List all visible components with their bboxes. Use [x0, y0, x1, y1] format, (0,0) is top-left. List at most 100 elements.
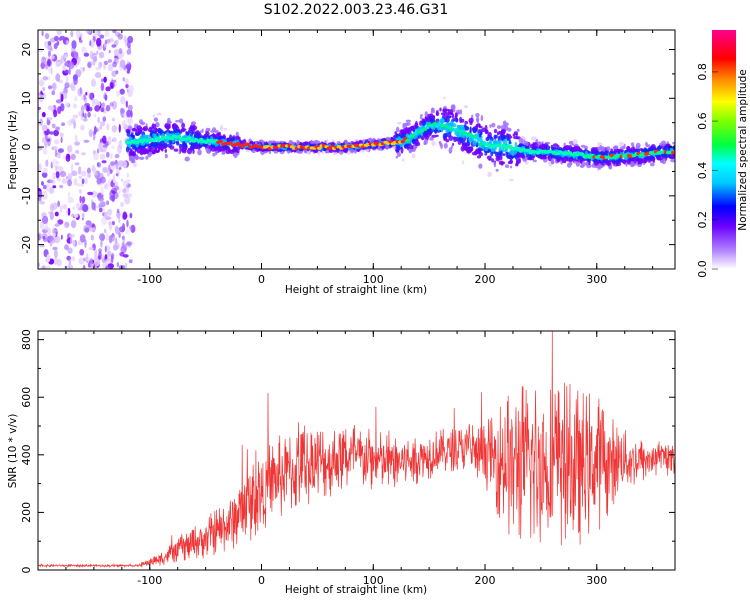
noise-blob: [101, 160, 107, 164]
signal-core: [671, 151, 675, 155]
noise-blob: [108, 63, 114, 72]
signal-blob: [178, 118, 184, 124]
signal-blob: [336, 141, 341, 145]
noise-blob: [55, 165, 58, 172]
signal-blob: [457, 140, 462, 146]
signal-blob: [459, 134, 463, 138]
signal-blob: [476, 118, 479, 124]
noise-blob: [41, 30, 44, 36]
signal-blob: [296, 140, 300, 145]
signal-blob: [189, 126, 192, 130]
noise-blob: [45, 265, 51, 269]
signal-blob: [439, 107, 442, 112]
noise-blob: [121, 235, 125, 240]
signal-blob: [455, 117, 459, 123]
signal-blob: [561, 157, 567, 163]
noise-blob: [103, 63, 106, 70]
signal-blob: [649, 146, 653, 152]
noise-blob: [104, 94, 108, 101]
noise-blob: [79, 195, 82, 203]
colorbar: 0.0 0.2 0.4 0.6 0.8 Normalized spectral ampl…: [696, 30, 749, 278]
noise-blob: [92, 56, 97, 62]
signal-blob: [385, 144, 390, 150]
signal-blob: [445, 139, 450, 143]
signal-blob: [271, 140, 277, 144]
signal-blob: [468, 138, 472, 143]
signal-blob: [288, 139, 293, 146]
noise-blob: [79, 249, 85, 256]
noise-blob: [42, 87, 46, 91]
noise-blob: [111, 125, 118, 133]
noise-blob: [67, 207, 71, 216]
signal-blob: [475, 124, 478, 128]
signal-blob: [136, 125, 142, 130]
noise-blob: [91, 78, 96, 88]
noise-blob: [87, 173, 92, 178]
signal-blob: [174, 124, 179, 129]
noise-blob: [108, 49, 111, 54]
noise-blob: [52, 172, 57, 180]
signal-core: [476, 138, 482, 142]
noise-blob: [121, 222, 126, 232]
noise-blob: [63, 53, 68, 59]
signal-blob: [412, 129, 416, 133]
noise-blob: [113, 185, 120, 191]
noise-blob: [102, 167, 109, 173]
signal-blob: [245, 149, 250, 153]
signal-blob: [205, 147, 210, 153]
signal-core: [526, 148, 531, 152]
noise-blob: [74, 95, 78, 102]
signal-blob: [179, 147, 182, 153]
noise-blob: [109, 81, 115, 89]
signal-blob: [201, 128, 204, 133]
noise-blob: [62, 66, 67, 71]
noise-blob: [65, 101, 69, 108]
signal-blob: [469, 127, 472, 134]
signal-blob: [231, 149, 234, 153]
noise-blob: [52, 83, 56, 89]
signal-blob: [187, 130, 190, 135]
signal-core: [199, 137, 204, 142]
noise-blob: [70, 237, 73, 244]
noise-blob: [96, 148, 100, 154]
noise-blob: [93, 258, 101, 267]
signal-blob: [401, 158, 405, 162]
signal-blob: [145, 155, 149, 160]
signal-blob: [403, 122, 409, 127]
noise-blob: [42, 137, 45, 144]
signal-blob: [423, 138, 428, 145]
noise-blob: [96, 105, 100, 109]
noise-blob: [117, 160, 125, 168]
noise-blob: [40, 62, 46, 70]
signal-blob: [487, 148, 492, 153]
signal-blob: [556, 144, 560, 151]
signal-blob: [489, 135, 493, 139]
signal-blob: [551, 158, 555, 164]
signal-core: [235, 141, 241, 146]
signal-blob: [338, 149, 344, 155]
signal-blob: [521, 151, 524, 158]
noise-blob: [126, 241, 132, 246]
signal-blob: [462, 160, 465, 165]
noise-blob: [67, 247, 73, 254]
noise-blob: [126, 70, 130, 74]
noise-blob: [119, 252, 125, 257]
colorbar-gradient: [712, 30, 736, 269]
signal-blob: [412, 125, 417, 130]
noise-blob: [112, 235, 118, 244]
noise-blob: [61, 122, 66, 126]
signal-blob: [407, 127, 412, 131]
signal-blob: [202, 135, 207, 140]
signal-blob: [430, 115, 436, 119]
noise-blob: [90, 234, 95, 241]
signal-blob: [498, 147, 502, 152]
colorbar-tick-label: 0.0: [696, 260, 709, 278]
noise-blob: [56, 161, 60, 165]
signal-blob: [205, 127, 210, 131]
noise-blob: [67, 145, 73, 153]
signal-blob: [212, 152, 216, 157]
noise-blob: [38, 196, 42, 202]
noise-blob: [106, 169, 111, 177]
noise-blob: [93, 113, 97, 118]
